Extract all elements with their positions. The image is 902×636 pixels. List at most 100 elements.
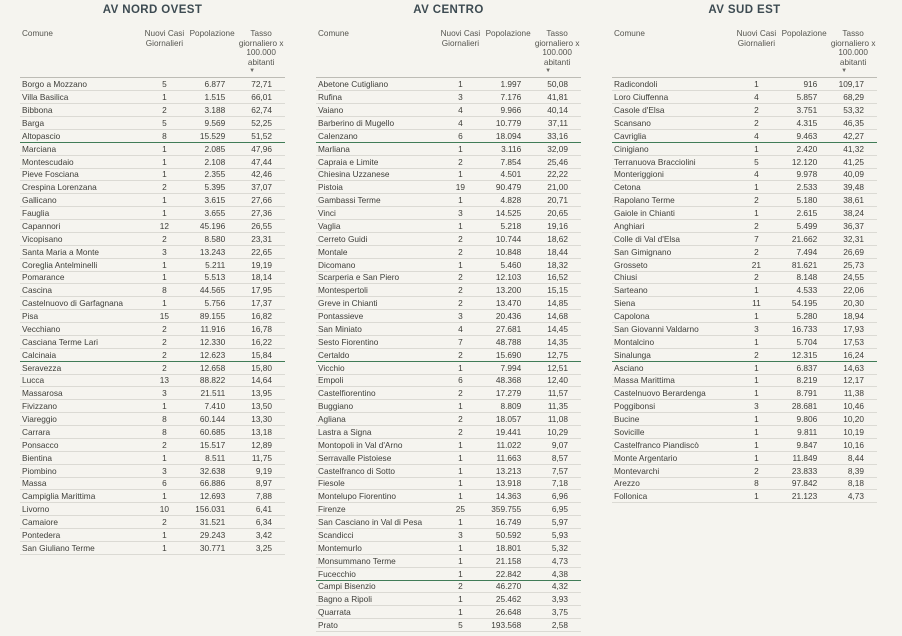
table-row[interactable]: Bibbona 2 3.188 62,74 xyxy=(20,104,285,117)
table-row[interactable]: Montopoli in Val d'Arno 1 11.022 9,07 xyxy=(316,439,581,452)
table-row[interactable]: Massa 6 66.886 8,97 xyxy=(20,478,285,491)
table-row[interactable]: Massa Marittima 1 8.219 12,17 xyxy=(612,375,877,388)
table-row[interactable]: Chiesina Uzzanese 1 4.501 22,22 xyxy=(316,169,581,182)
sort-descending-icon[interactable]: ▼ xyxy=(841,68,848,75)
table-row[interactable]: Castelnuovo di Garfagnana 1 5.756 17,37 xyxy=(20,297,285,311)
table-row[interactable]: Castelfiorentino 2 17.279 11,57 xyxy=(316,387,581,401)
table-row[interactable]: Greve in Chianti 2 13.470 14,85 xyxy=(316,297,581,311)
column-header-tasso[interactable]: Tasso giornaliero x 100.000 abitanti ▼ xyxy=(533,28,581,75)
column-header-popolazione[interactable]: Popolazione xyxy=(485,29,531,38)
table-row[interactable]: Pistoia 19 90.479 21,00 xyxy=(316,181,581,195)
table-row[interactable]: Capannori 12 45.196 26,55 xyxy=(20,220,285,233)
column-header-nuovi-casi[interactable]: Nuovi Casi Giornalieri xyxy=(144,29,185,48)
table-row[interactable]: Vecchiano 2 11.916 16,78 xyxy=(20,323,285,336)
table-row[interactable]: Ponsacco 2 15.517 12,89 xyxy=(20,439,285,452)
column-header-comune[interactable]: Comune xyxy=(614,29,645,38)
table-row[interactable]: Lucca 13 88.822 14,64 xyxy=(20,375,285,388)
table-row[interactable]: San Miniato 4 27.681 14,45 xyxy=(316,323,581,336)
table-row[interactable]: Marciana 1 2.085 47,96 xyxy=(20,143,285,156)
table-row[interactable]: Marliana 1 3.116 32,09 xyxy=(316,143,581,156)
table-row[interactable]: Chiusi 2 8.148 24,55 xyxy=(612,272,877,285)
table-row[interactable]: Monsummano Terme 1 21.158 4,73 xyxy=(316,555,581,568)
table-row[interactable]: Massarosa 3 21.511 13,95 xyxy=(20,387,285,401)
table-row[interactable]: Montespertoli 2 13.200 15,15 xyxy=(316,284,581,298)
table-row[interactable]: Cinigiano 1 2.420 41,32 xyxy=(612,143,877,156)
table-row[interactable]: Crespina Lorenzana 2 5.395 37,07 xyxy=(20,181,285,195)
table-row[interactable]: Fucecchio 1 22.842 4,38 xyxy=(316,568,581,581)
table-row[interactable]: Serravalle Pistoiese 1 11.663 8,57 xyxy=(316,452,581,465)
table-row[interactable]: Barga 5 9.569 52,25 xyxy=(20,117,285,130)
table-row[interactable]: San Gimignano 2 7.494 26,69 xyxy=(612,246,877,259)
table-row[interactable]: Santa Maria a Monte 3 13.243 22,65 xyxy=(20,246,285,259)
table-row[interactable]: Montevarchi 2 23.833 8,39 xyxy=(612,465,877,478)
table-row[interactable]: Sarteano 1 4.533 22,06 xyxy=(612,284,877,298)
table-row[interactable]: Bientina 1 8.511 11,75 xyxy=(20,452,285,465)
column-header-tasso[interactable]: Tasso giornaliero x 100.000 abitanti ▼ xyxy=(237,28,285,75)
table-row[interactable]: Fivizzano 1 7.410 13,50 xyxy=(20,400,285,414)
column-header-nuovi-casi[interactable]: Nuovi Casi Giornalieri xyxy=(736,29,777,48)
table-row[interactable]: Montale 2 10.848 18,44 xyxy=(316,246,581,259)
table-row[interactable]: Follonica 1 21.123 4,73 xyxy=(612,490,877,504)
table-row[interactable]: Arezzo 8 97.842 8,18 xyxy=(612,478,877,491)
table-row[interactable]: Campiglia Marittima 1 12.693 7,88 xyxy=(20,490,285,504)
table-row[interactable]: Seravezza 2 12.658 15,80 xyxy=(20,362,285,375)
table-row[interactable]: Quarrata 1 26.648 3,75 xyxy=(316,606,581,620)
table-row[interactable]: Empoli 6 48.368 12,40 xyxy=(316,375,581,388)
table-row[interactable]: Siena 11 54.195 20,30 xyxy=(612,297,877,311)
table-row[interactable]: Buggiano 1 8.809 11,35 xyxy=(316,400,581,414)
table-row[interactable]: Borgo a Mozzano 5 6.877 72,71 xyxy=(20,78,285,92)
table-row[interactable]: Calcinaia 2 12.623 15,84 xyxy=(20,349,285,362)
table-row[interactable]: Piombino 3 32.638 9,19 xyxy=(20,465,285,478)
column-header-comune[interactable]: Comune xyxy=(318,29,349,38)
table-row[interactable]: Camaiore 2 31.521 6,34 xyxy=(20,516,285,529)
table-row[interactable]: Gallicano 1 3.615 27,66 xyxy=(20,194,285,208)
table-row[interactable]: Terranuova Bracciolini 5 12.120 41,25 xyxy=(612,156,877,169)
table-row[interactable]: Montelupo Fiorentino 1 14.363 6,96 xyxy=(316,490,581,504)
sort-descending-icon[interactable]: ▼ xyxy=(249,68,256,75)
table-row[interactable]: Capolona 1 5.280 18,94 xyxy=(612,310,877,323)
table-row[interactable]: Pomarance 1 5.513 18,14 xyxy=(20,272,285,285)
table-row[interactable]: Cascina 8 44.565 17,95 xyxy=(20,284,285,298)
table-row[interactable]: Firenze 25 359.755 6,95 xyxy=(316,503,581,517)
table-row[interactable]: Dicomano 1 5.460 18,32 xyxy=(316,259,581,272)
table-row[interactable]: Vinci 3 14.525 20,65 xyxy=(316,207,581,220)
table-row[interactable]: Campi Bisenzio 2 46.270 4,32 xyxy=(316,581,581,594)
table-row[interactable]: Anghiari 2 5.499 36,37 xyxy=(612,220,877,233)
table-row[interactable]: Barberino di Mugello 4 10.779 37,11 xyxy=(316,117,581,130)
table-row[interactable]: Cetona 1 2.533 39,48 xyxy=(612,181,877,195)
table-row[interactable]: Castelnuovo Berardenga 1 8.791 11,38 xyxy=(612,387,877,401)
table-row[interactable]: Vicchio 1 7.994 12,51 xyxy=(316,362,581,375)
table-row[interactable]: Gaiole in Chianti 1 2.615 38,24 xyxy=(612,207,877,220)
table-row[interactable]: Scarperia e San Piero 2 12.103 16,52 xyxy=(316,272,581,285)
table-row[interactable]: Agliana 2 18.057 11,08 xyxy=(316,413,581,426)
table-row[interactable]: Cerreto Guidi 2 10.744 18,62 xyxy=(316,233,581,246)
table-row[interactable]: Pontedera 1 29.243 3,42 xyxy=(20,529,285,542)
table-row[interactable]: Colle di Val d'Elsa 7 21.662 32,31 xyxy=(612,233,877,246)
column-header-comune[interactable]: Comune xyxy=(22,29,53,38)
table-row[interactable]: Sesto Fiorentino 7 48.788 14,35 xyxy=(316,336,581,349)
table-row[interactable]: Montemurlo 1 18.801 5,32 xyxy=(316,542,581,555)
table-row[interactable]: Montalcino 1 5.704 17,53 xyxy=(612,336,877,349)
table-row[interactable]: Pisa 15 89.155 16,82 xyxy=(20,310,285,323)
table-row[interactable]: Casciana Terme Lari 2 12.330 16,22 xyxy=(20,336,285,349)
table-row[interactable]: Poggibonsi 3 28.681 10,46 xyxy=(612,400,877,414)
table-row[interactable]: Viareggio 8 60.144 13,30 xyxy=(20,413,285,426)
table-row[interactable]: Sinalunga 2 12.315 16,24 xyxy=(612,349,877,362)
table-row[interactable]: Bagno a Ripoli 1 25.462 3,93 xyxy=(316,593,581,607)
table-row[interactable]: Vaiano 4 9.966 40,14 xyxy=(316,104,581,117)
table-row[interactable]: Montescudaio 1 2.108 47,44 xyxy=(20,156,285,169)
table-row[interactable]: Pontassieve 3 20.436 14,68 xyxy=(316,310,581,323)
table-row[interactable]: Vaglia 1 5.218 19,16 xyxy=(316,220,581,233)
column-header-tasso[interactable]: Tasso giornaliero x 100.000 abitanti ▼ xyxy=(829,28,877,75)
table-row[interactable]: Certaldo 2 15.690 12,75 xyxy=(316,349,581,362)
column-header-popolazione[interactable]: Popolazione xyxy=(189,29,235,38)
table-row[interactable]: Scansano 2 4.315 46,35 xyxy=(612,117,877,130)
table-row[interactable]: Altopascio 8 15.529 51,52 xyxy=(20,130,285,143)
table-row[interactable]: Pieve Fosciana 1 2.355 42,46 xyxy=(20,169,285,182)
table-row[interactable]: Sovicille 1 9.811 10,19 xyxy=(612,426,877,439)
table-row[interactable]: Scandicci 3 50.592 5,93 xyxy=(316,529,581,542)
table-row[interactable]: Loro Ciuffenna 4 5.857 68,29 xyxy=(612,91,877,105)
table-row[interactable]: Coreglia Antelminelli 1 5.211 19,19 xyxy=(20,259,285,272)
table-row[interactable]: San Casciano in Val di Pesa 1 16.749 5,97 xyxy=(316,516,581,529)
column-header-nuovi-casi[interactable]: Nuovi Casi Giornalieri xyxy=(440,29,481,48)
